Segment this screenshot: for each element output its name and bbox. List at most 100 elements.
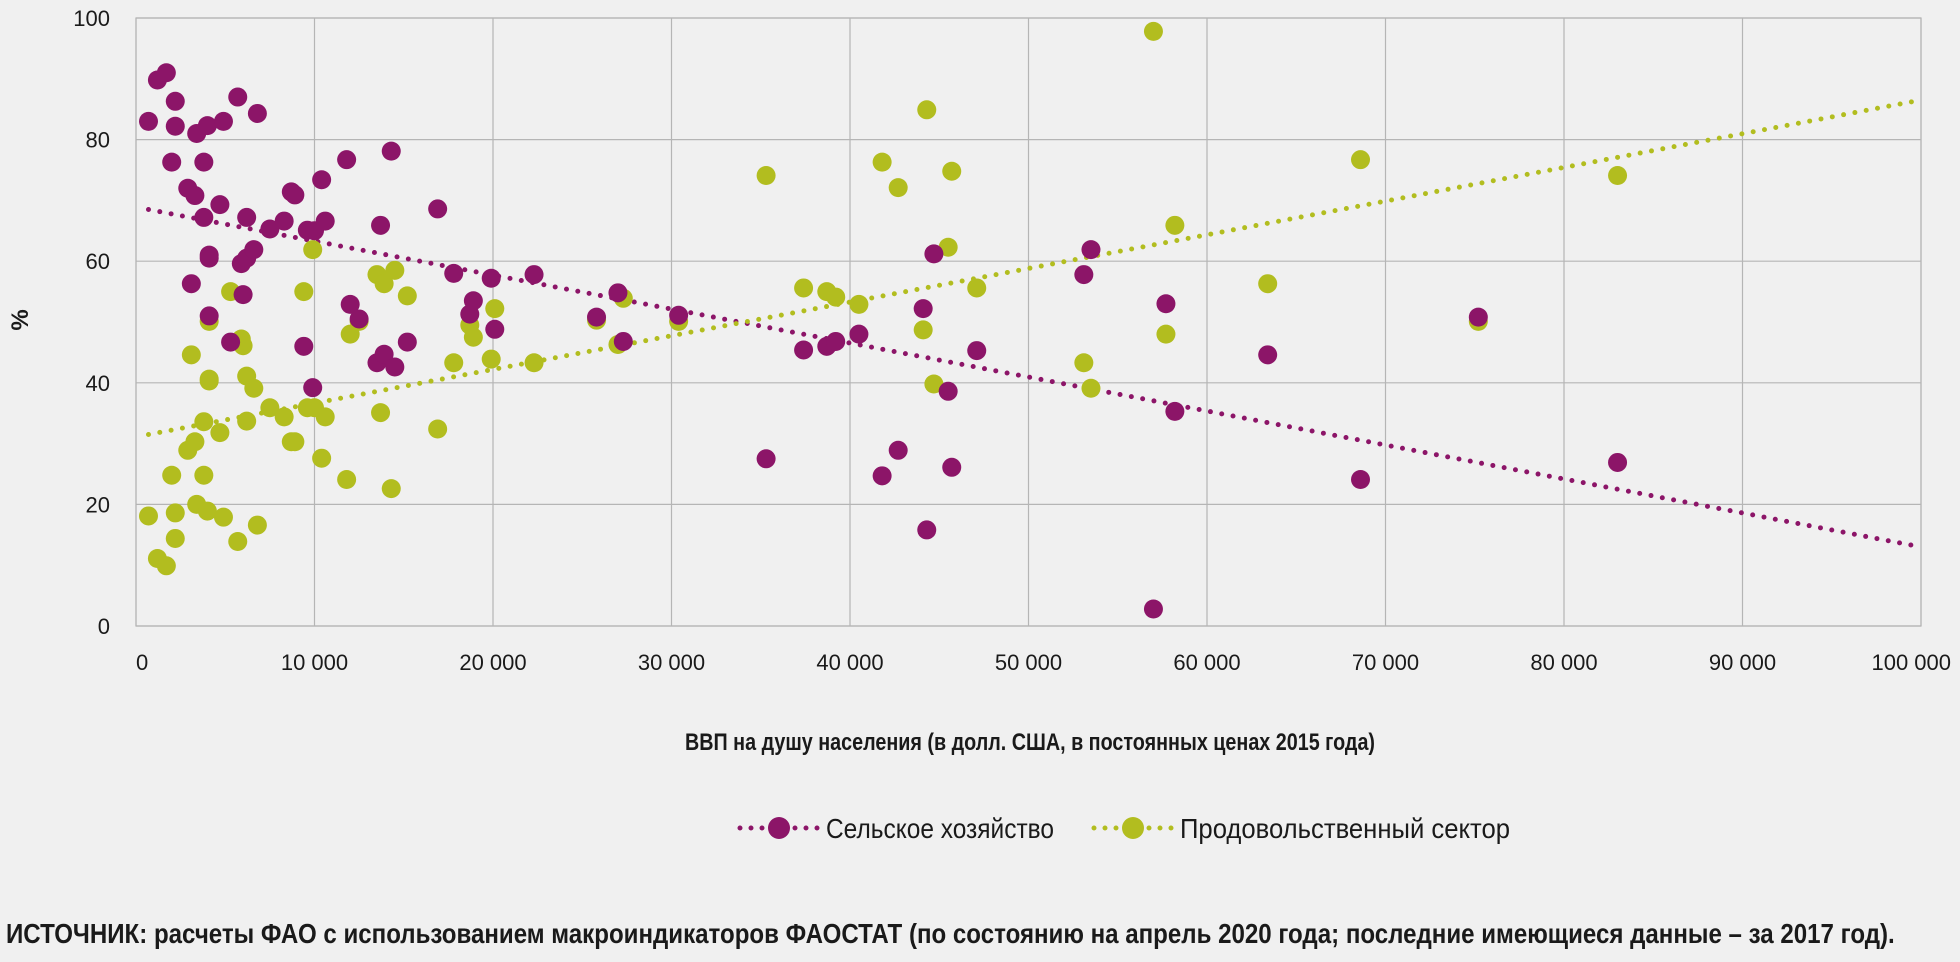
point-food-sector (913, 320, 933, 340)
point-food-sector (199, 369, 219, 389)
legend-agriculture-label: Сельское хозяйство (826, 813, 1054, 844)
point-agriculture (888, 440, 908, 460)
point-agriculture (340, 294, 360, 314)
point-agriculture (244, 240, 264, 260)
point-agriculture (162, 152, 182, 172)
point-agriculture (371, 215, 391, 235)
point-agriculture (1081, 240, 1101, 260)
source-note: ИСТОЧНИК: расчеты ФАО с использованием м… (6, 918, 1895, 949)
point-agriculture (385, 357, 405, 377)
x-tick-label: 30 000 (638, 650, 705, 675)
point-food-sector (194, 465, 214, 485)
trend-line-agriculture (145, 207, 1924, 550)
point-food-sector (315, 407, 335, 427)
y-tick-label: 100 (73, 6, 110, 31)
point-agriculture (199, 306, 219, 326)
point-food-sector (156, 556, 176, 576)
point-food-sector (185, 432, 205, 452)
x-tick-label: 0 (136, 650, 148, 675)
point-food-sector (1074, 353, 1094, 373)
point-agriculture (221, 332, 241, 352)
point-food-sector (1156, 324, 1176, 344)
x-tick-label: 50 000 (995, 650, 1062, 675)
x-axis-label: ВВП на душу населения (в долл. США, в по… (685, 729, 1375, 756)
point-agriculture (1351, 469, 1371, 489)
point-agriculture (315, 211, 335, 231)
point-food-sector (1608, 165, 1628, 185)
point-agriculture (942, 457, 962, 477)
point-food-sector (194, 412, 214, 432)
point-agriculture (794, 340, 814, 360)
point-agriculture (826, 331, 846, 351)
point-agriculture (463, 291, 483, 311)
point-agriculture (485, 319, 505, 339)
point-agriculture (165, 91, 185, 111)
point-agriculture (337, 150, 357, 170)
point-agriculture (938, 381, 958, 401)
y-tick-label: 20 (86, 492, 110, 517)
point-food-sector (942, 161, 962, 181)
x-tick-label: 90 000 (1709, 650, 1776, 675)
y-axis-ticks: 0 20 40 60 80 100 (73, 6, 110, 639)
point-agriculture (247, 103, 267, 123)
point-food-sector (1081, 378, 1101, 398)
legend: Сельское хозяйство Продовольственный сек… (737, 813, 1510, 844)
point-agriculture (1165, 401, 1185, 421)
point-food-sector (872, 152, 892, 172)
point-agriculture (210, 195, 230, 215)
point-food-sector (274, 407, 294, 427)
point-agriculture (608, 283, 628, 303)
point-food-sector (826, 287, 846, 307)
point-agriculture (285, 185, 305, 205)
point-food-sector (888, 178, 908, 198)
point-agriculture (213, 111, 233, 131)
point-agriculture (1258, 345, 1278, 365)
point-agriculture (181, 274, 201, 294)
point-agriculture (587, 307, 607, 327)
point-food-sector (967, 278, 987, 298)
point-agriculture (913, 299, 933, 319)
x-tick-label: 100 000 (1871, 650, 1951, 675)
point-agriculture (1608, 452, 1628, 472)
point-food-sector (481, 349, 501, 369)
legend-agriculture-marker-icon (768, 817, 790, 839)
point-agriculture (233, 285, 253, 305)
point-agriculture (444, 263, 464, 283)
point-food-sector (162, 465, 182, 485)
x-tick-label: 20 000 (459, 650, 526, 675)
point-agriculture (1468, 307, 1488, 327)
point-agriculture (924, 244, 944, 264)
point-food-sector (524, 353, 544, 373)
point-food-sector (210, 423, 230, 443)
y-axis-label: % (7, 309, 34, 330)
data-points (138, 21, 1628, 619)
point-food-sector (294, 282, 314, 302)
point-agriculture (303, 378, 323, 398)
x-tick-label: 60 000 (1173, 650, 1240, 675)
point-food-sector (938, 237, 958, 257)
point-food-sector (371, 403, 391, 423)
point-agriculture (428, 199, 448, 219)
x-tick-label: 40 000 (816, 650, 883, 675)
point-agriculture (1143, 599, 1163, 619)
point-agriculture (613, 331, 633, 351)
y-tick-label: 40 (86, 371, 110, 396)
point-food-sector (756, 165, 776, 185)
point-agriculture (138, 111, 158, 131)
point-food-sector (485, 299, 505, 319)
point-agriculture (397, 332, 417, 352)
point-agriculture (524, 265, 544, 285)
point-agriculture (1074, 265, 1094, 285)
x-tick-label: 70 000 (1352, 650, 1419, 675)
point-agriculture (194, 207, 214, 227)
legend-food-sector-label: Продовольственный сектор (1180, 813, 1510, 844)
point-food-sector (312, 448, 332, 468)
point-food-sector (1258, 274, 1278, 294)
point-agriculture (669, 305, 689, 325)
point-food-sector (228, 531, 248, 551)
point-food-sector (247, 515, 267, 535)
point-food-sector (1351, 150, 1371, 170)
point-food-sector (385, 260, 405, 280)
point-food-sector (917, 100, 937, 120)
